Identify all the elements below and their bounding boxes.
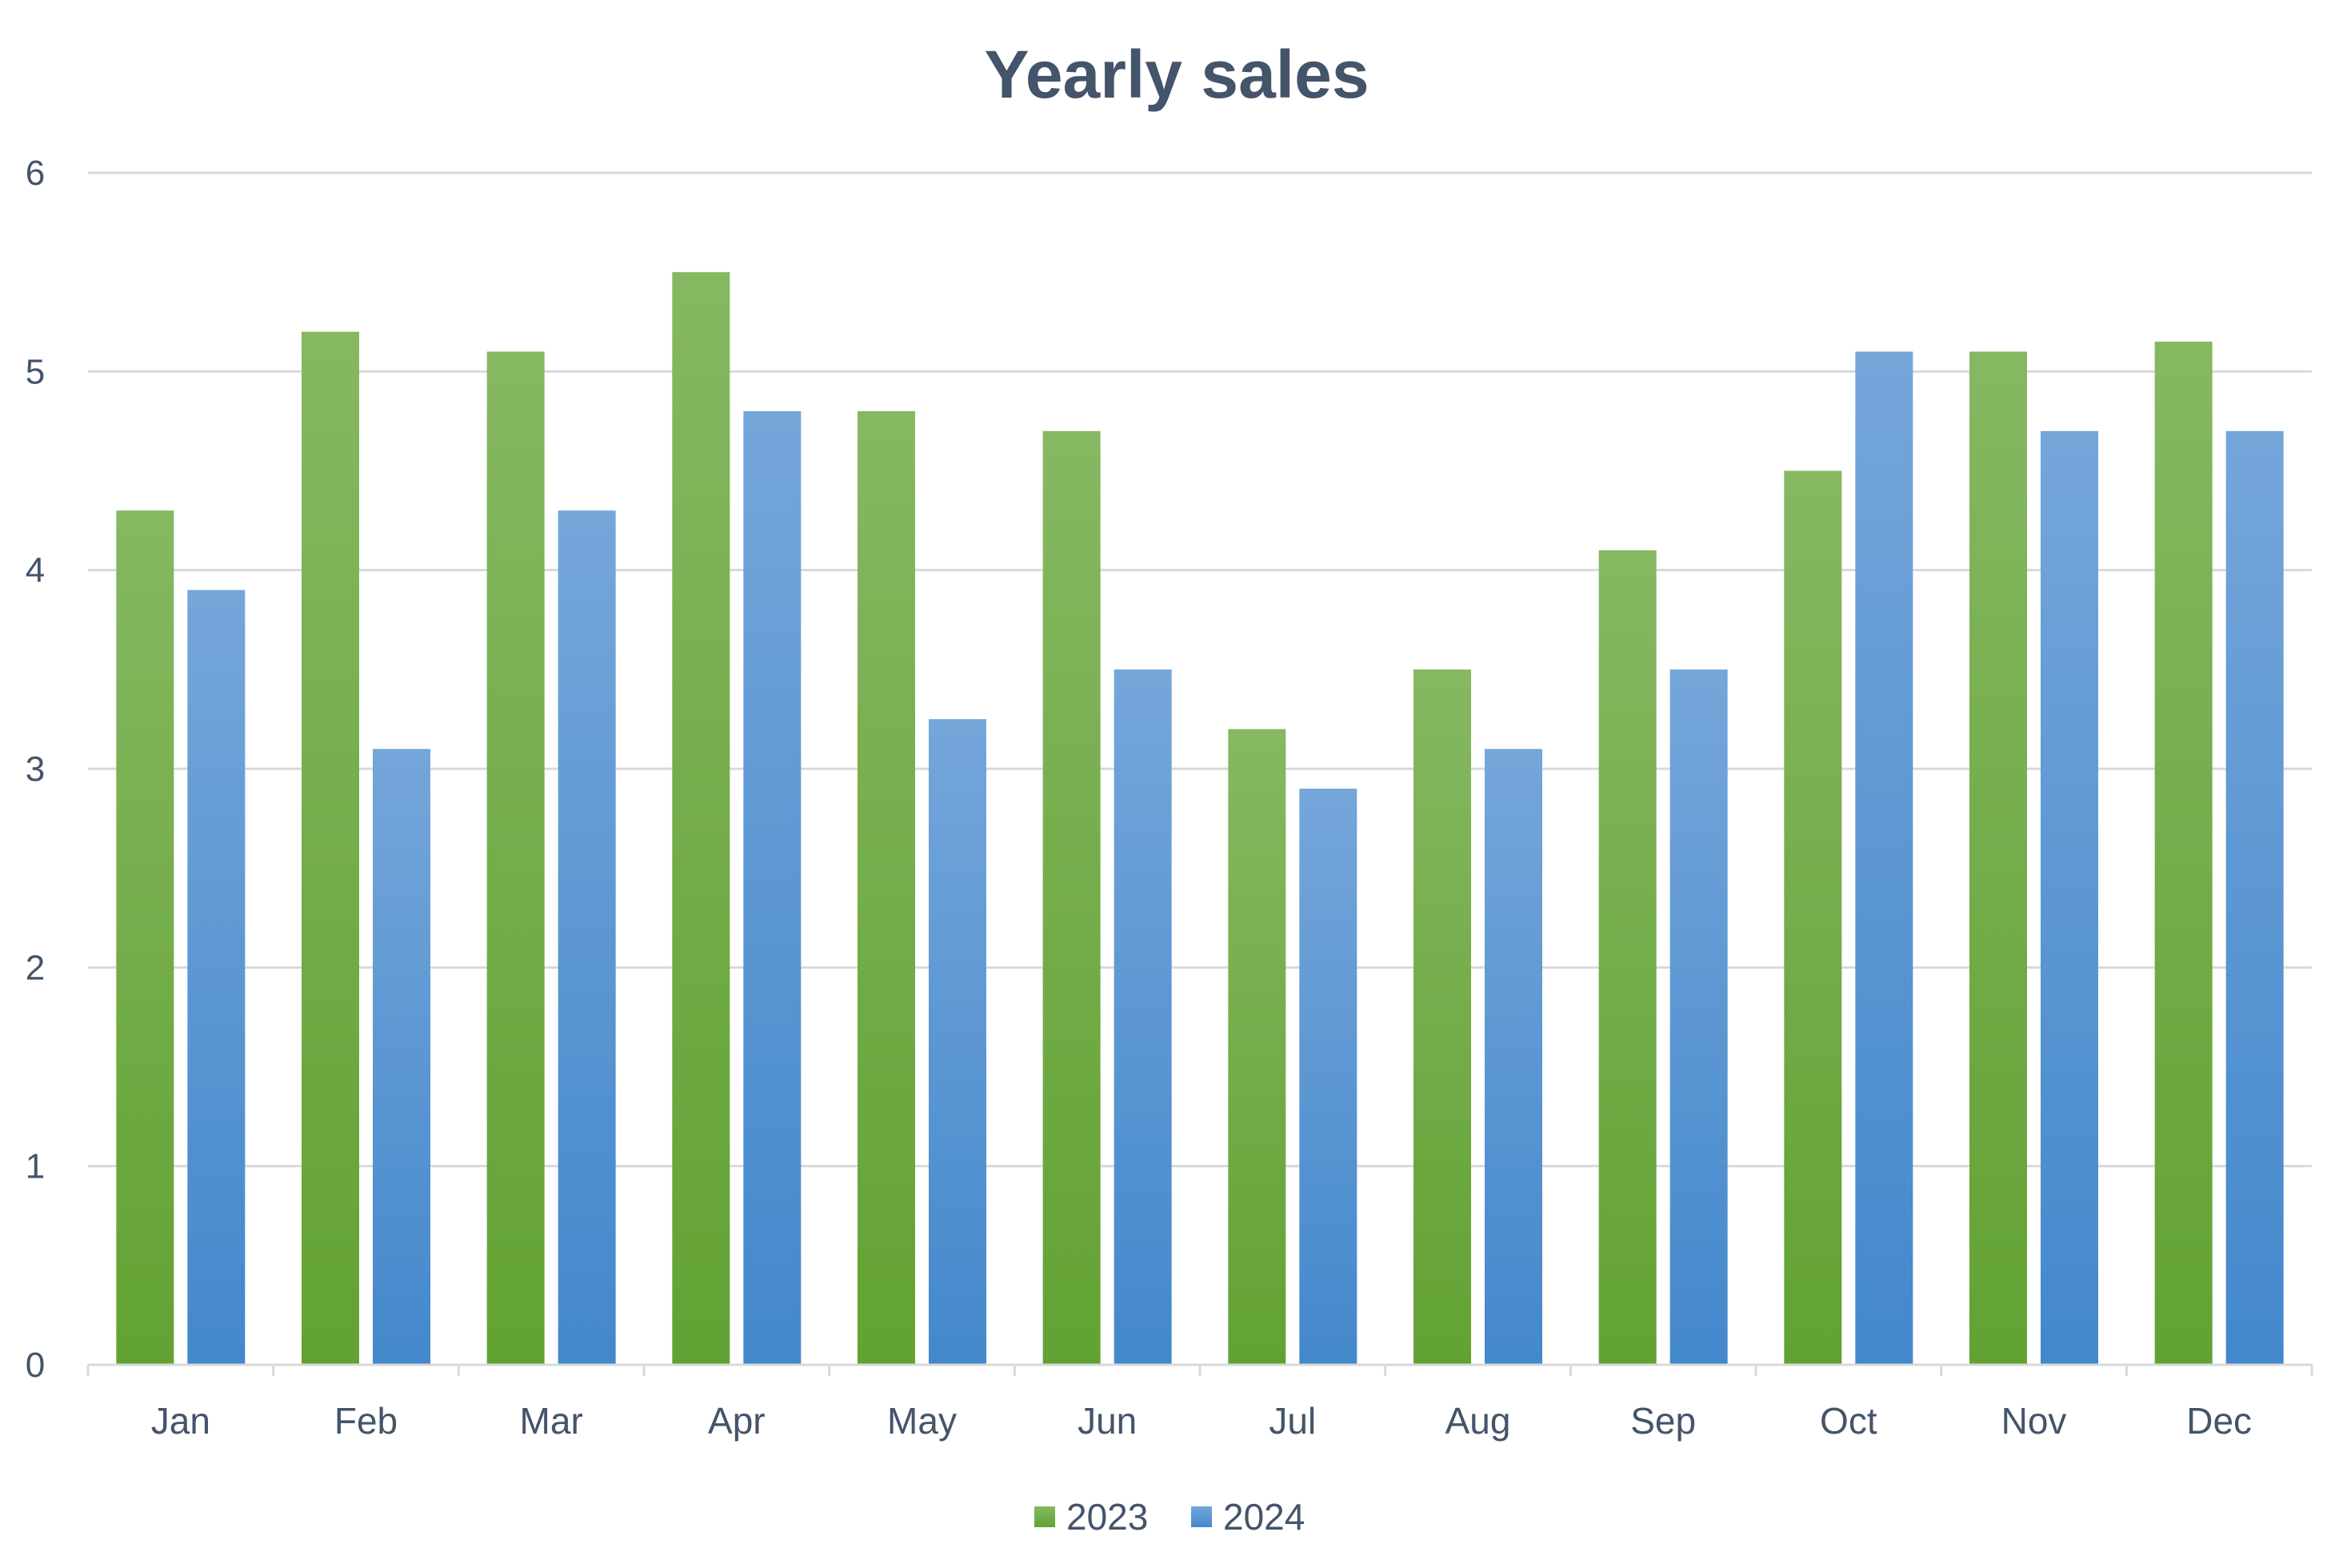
bar-2023-jul [1228,729,1286,1365]
legend: 2023 2024 [1034,1496,1305,1538]
bar-2024-jan [187,590,246,1365]
bar-2024-aug [1485,749,1542,1365]
y-tick-label: 1 [26,1147,45,1186]
chart-title: Yearly sales [984,37,1369,112]
legend-label-2024: 2024 [1223,1496,1305,1538]
y-tick-label: 6 [26,154,45,193]
bar-2024-dec [2225,430,2284,1366]
x-tick-label: Feb [334,1400,398,1442]
bar-2023-oct [1784,470,1842,1365]
x-tick-label: Jun [1078,1400,1137,1442]
bar-2023-jan [116,510,174,1365]
bar-2024-jul [1299,788,1357,1365]
bar-2024-oct [1855,351,1913,1365]
bar-2024-may [929,718,986,1365]
bar-2023-nov [1969,351,2027,1365]
x-tick-label: Sep [1630,1400,1696,1442]
y-axis: 0 1 2 3 4 5 6 [26,154,45,1385]
legend-label-2023: 2023 [1066,1496,1148,1538]
bar-2024-mar [558,510,616,1365]
bar-2024-apr [743,411,802,1365]
bar-2024-jun [1114,669,1172,1365]
x-tick-label: Apr [708,1400,766,1442]
y-tick-label: 5 [26,352,45,391]
bar-2023-mar [486,351,545,1365]
y-tick-label: 0 [26,1346,45,1385]
x-axis: Jan Feb Mar Apr May Jun Jul Aug Sep Oct Nov Dec [86,1363,2313,1442]
grid-lines [88,171,2312,1168]
bar-2023-dec [2154,342,2213,1365]
x-tick-label: Jul [1269,1400,1316,1442]
x-tick-label: Oct [1820,1400,1877,1442]
x-tick-label: Mar [520,1400,583,1442]
bar-2023-feb [302,331,359,1366]
x-tick-label: May [887,1400,957,1442]
y-tick-label: 3 [26,750,45,789]
y-tick-label: 4 [26,551,45,590]
bar-2023-may [858,411,915,1365]
bar-2024-feb [373,749,430,1365]
y-tick-label: 2 [26,948,45,987]
x-tick-label: Nov [2001,1400,2067,1442]
x-tick-label: Aug [1445,1400,1511,1442]
x-tick-label: Jan [151,1400,210,1442]
bar-2023-sep [1598,550,1657,1365]
bar-2024-nov [2041,430,2098,1366]
bars [116,272,2284,1366]
bar-2024-sep [1669,669,1728,1365]
legend-swatch-2024 [1191,1506,1212,1527]
x-tick-label: Dec [2186,1400,2252,1442]
bar-2023-apr [672,272,730,1366]
bar-2023-jun [1042,430,1101,1366]
bar-2023-aug [1413,669,1471,1365]
legend-swatch-2023 [1034,1506,1055,1527]
